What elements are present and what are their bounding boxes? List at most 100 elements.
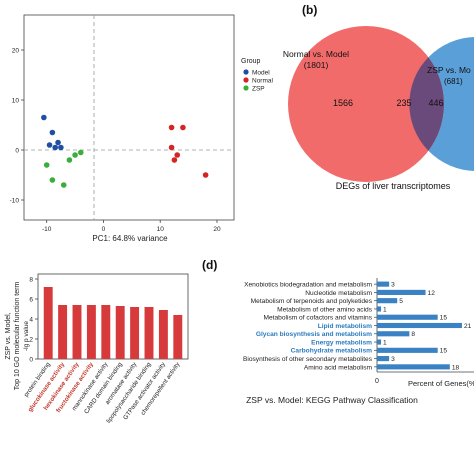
kegg-category-label: Nucleotide metabolism	[305, 290, 372, 297]
go-y-ticks: 8 6 4 2 0	[29, 277, 38, 364]
go-bar	[130, 307, 140, 359]
go-bar	[115, 306, 125, 359]
go-bars	[43, 287, 183, 359]
go-y-tick-label: 4	[29, 317, 33, 324]
go-plot-frame	[37, 273, 189, 360]
pca-point-model	[55, 139, 61, 146]
pca-y-tick-label: -10	[10, 198, 20, 205]
go-bar	[72, 305, 82, 359]
pca-y-tick-label: 0	[15, 148, 19, 155]
kegg-bar	[377, 364, 450, 370]
go-bar-panel: ZSP vs. Model, Top 10 GO molecular funct…	[5, 273, 189, 425]
pca-legend-title: Group	[241, 58, 261, 65]
pca-point-zsp	[77, 149, 84, 156]
legend-label-normal: Normal	[252, 78, 274, 85]
kegg-value-label: 1	[383, 306, 387, 313]
kegg-bar	[377, 306, 382, 312]
kegg-x-axis-label: Percent of Genes(%)	[408, 379, 474, 388]
kegg-bars	[377, 281, 462, 370]
kegg-panel: (d) Xenobiotics biodegradation and metab…	[202, 258, 474, 405]
kegg-bar	[377, 347, 438, 353]
venn-overlap-count: 235	[396, 98, 411, 108]
kegg-value-label: 15	[440, 315, 448, 322]
pca-point-normal	[180, 124, 186, 131]
kegg-value-label: 3	[391, 282, 395, 289]
kegg-value-label: 18	[452, 364, 460, 371]
kegg-value-label: 5	[399, 298, 403, 305]
venn-overlap	[409, 57, 444, 151]
legend-label-zsp: ZSP	[252, 86, 265, 93]
kegg-category-label: Carbohydrate metabolism	[291, 348, 372, 355]
pca-plot-frame	[23, 14, 235, 221]
kegg-value-label: 12	[428, 290, 436, 297]
legend-label-model: Model	[252, 70, 270, 77]
kegg-bar	[377, 298, 398, 304]
kegg-bar	[377, 322, 462, 329]
pca-point-model	[46, 142, 53, 148]
pca-x-tick-label: 0	[102, 226, 106, 233]
venn-right-only-count: 446	[428, 98, 443, 108]
pca-point-normal	[174, 152, 181, 158]
go-bar	[86, 305, 96, 359]
venn-caption: DEGs of liver transcriptomes	[336, 181, 451, 191]
pca-y-tick-label: 20	[12, 48, 20, 55]
go-y-tick-label: 8	[29, 277, 33, 284]
pca-point-normal	[202, 172, 209, 178]
kegg-category-label: Xenobiotics biodegradation and metabolis…	[244, 282, 372, 289]
venn-panel: (b) Normal vs. Model (1801) ZSP vs. Mo (…	[283, 3, 474, 191]
venn-circle-zsp-vs-model	[428, 37, 474, 171]
kegg-category-label: Metabolism of cofactors and vitamins	[264, 315, 373, 322]
kegg-category-label: Lipid metabolism	[318, 323, 372, 330]
kegg-category-labels: Xenobiotics biodegradation and metabolis…	[243, 282, 377, 371]
legend-dot-zsp	[243, 85, 249, 91]
kegg-category-label: Amino acid metabolism	[304, 364, 373, 371]
legend-dot-model	[243, 69, 249, 75]
kegg-category-label: Energy metabolism	[311, 339, 372, 346]
panel-label-b: (b)	[302, 3, 317, 17]
go-y-tick-label: 6	[29, 297, 33, 304]
pca-point-model	[52, 144, 59, 151]
venn-left-label: Normal vs. Model	[283, 49, 349, 59]
go-bar	[43, 287, 53, 359]
kegg-bar	[377, 331, 410, 337]
go-y-tick-label: 0	[29, 357, 33, 364]
go-bar	[101, 305, 111, 359]
pca-point-model	[41, 114, 47, 121]
kegg-tick-zero: 0	[375, 378, 379, 385]
pca-point-normal	[168, 144, 175, 151]
pca-legend: Group Model Normal ZSP	[241, 58, 274, 93]
pca-x-axis-label: PC1: 64.8% variance	[92, 234, 168, 243]
pca-x-ticks: -10 0 10 20	[42, 220, 221, 233]
pca-point-zsp	[49, 177, 56, 183]
kegg-category-label: Glycan biosynthesis and metabolism	[256, 331, 372, 338]
kegg-bar	[377, 339, 382, 345]
pca-x-tick-label: -10	[42, 226, 52, 233]
kegg-category-label: Metabolism of terpenoids and polyketides	[251, 298, 373, 305]
pca-point-zsp	[60, 182, 67, 188]
kegg-value-label: 15	[440, 348, 448, 355]
venn-circle-normal-vs-model	[288, 26, 444, 182]
kegg-value-label: 3	[391, 356, 395, 363]
kegg-bar	[377, 314, 438, 320]
go-bar	[58, 305, 68, 359]
kegg-bar	[377, 281, 390, 287]
pca-point-model	[58, 144, 64, 151]
go-bar	[144, 307, 154, 359]
kegg-caption: ZSP vs. Model: KEGG Pathway Classificati…	[246, 395, 418, 405]
venn-right-count: (681)	[444, 77, 463, 86]
pca-point-model	[49, 129, 56, 136]
go-y-label-line-2: Top 10 GO molecular function term	[14, 282, 21, 391]
pca-point-zsp	[72, 152, 78, 158]
kegg-bar	[377, 289, 426, 295]
kegg-value-labels: 3 12 5 1 15 21 8 1 15 3 18	[383, 282, 472, 372]
kegg-value-label: 1	[383, 339, 387, 346]
go-bar	[173, 315, 183, 359]
kegg-value-label: 8	[411, 331, 415, 338]
go-y-tick-label: 2	[29, 337, 33, 344]
pca-x-tick-label: 10	[157, 226, 165, 233]
pca-point-zsp	[66, 157, 73, 163]
kegg-value-label: 21	[464, 323, 472, 330]
pca-point-normal	[168, 124, 175, 131]
